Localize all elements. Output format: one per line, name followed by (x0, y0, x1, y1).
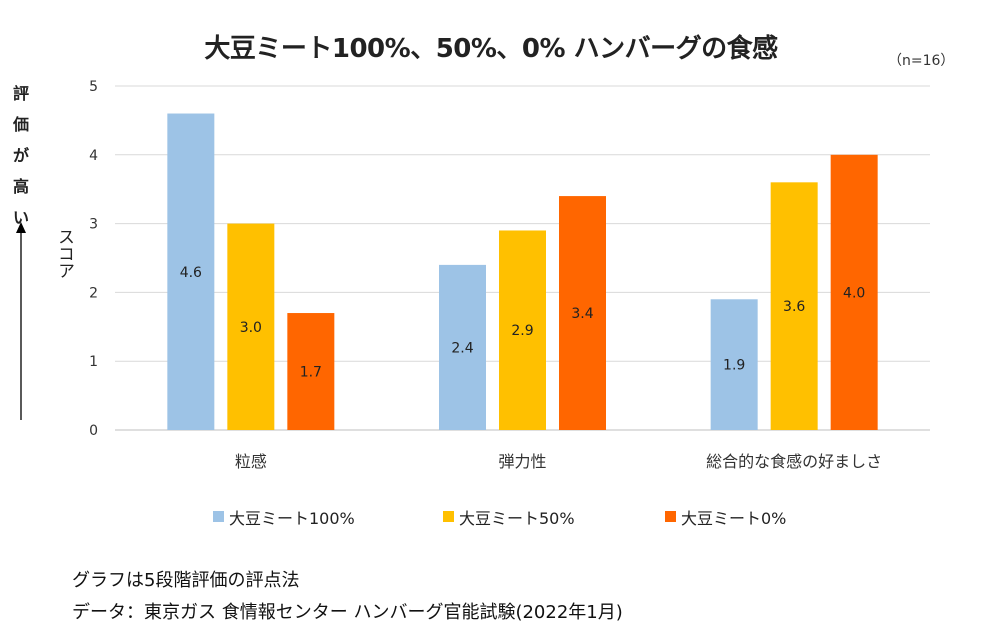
legend-swatch (665, 511, 676, 522)
bar-data-label: 3.4 (571, 306, 593, 322)
bar (287, 313, 335, 430)
source-footnote: データ：東京ガス 食情報センター ハンバーグ官能試験(2022年1月) (72, 602, 623, 623)
legend-label: 大豆ミート100% (229, 509, 355, 528)
y-tick-label: 3 (89, 217, 98, 233)
y-direction-label: 評 価 が 高 い (10, 78, 32, 233)
bar-data-label: 2.4 (451, 340, 473, 356)
y-axis-label: スコア (54, 228, 74, 279)
x-tick-label: 弾力性 (498, 452, 546, 471)
bar (830, 154, 878, 431)
y-direction-char: 価 (12, 115, 29, 134)
y-direction-char: い (12, 208, 29, 227)
y-direction-char: 評 (12, 84, 29, 103)
legend-swatch (443, 511, 454, 522)
x-tick-label: 粒感 (235, 452, 267, 471)
bar (559, 196, 606, 430)
up-arrow-icon (16, 222, 26, 420)
legend-label: 大豆ミート50% (459, 509, 575, 528)
x-tick-label: 総合的な食感の好ましさ (706, 452, 882, 471)
bar-data-label: 1.7 (300, 365, 322, 381)
y-tick-label: 1 (89, 354, 98, 370)
y-tick-label: 2 (89, 285, 98, 301)
chart-title: 大豆ミート100%、50%、0% ハンバーグの食感 (204, 34, 778, 64)
bar (770, 182, 818, 430)
bar (167, 113, 215, 431)
y-direction-char: が (12, 146, 29, 165)
y-tick-label: 0 (89, 423, 98, 439)
legend-item: 大豆ミート0% (665, 509, 786, 528)
bar-data-label: 2.9 (511, 323, 533, 339)
legend-swatch (213, 511, 224, 522)
bar (710, 299, 758, 430)
y-tick-label: 5 (89, 79, 98, 95)
sample-size-note: （n=16） (888, 53, 955, 69)
y-direction-char: 高 (12, 177, 29, 196)
legend-label: 大豆ミート0% (681, 509, 786, 528)
bar-data-label: 3.6 (783, 299, 805, 315)
bar-data-label: 3.0 (240, 320, 262, 336)
bar (227, 223, 275, 430)
bar (439, 264, 486, 430)
legend-item: 大豆ミート100% (213, 509, 355, 528)
method-footnote: グラフは5段階評価の評点法 (72, 570, 300, 591)
bar (499, 230, 546, 430)
bar-data-label: 4.0 (843, 285, 865, 301)
bar-data-label: 1.9 (723, 358, 745, 374)
y-tick-label: 4 (89, 148, 98, 164)
bar-data-label: 4.6 (180, 265, 202, 281)
legend-item: 大豆ミート50% (443, 509, 575, 528)
